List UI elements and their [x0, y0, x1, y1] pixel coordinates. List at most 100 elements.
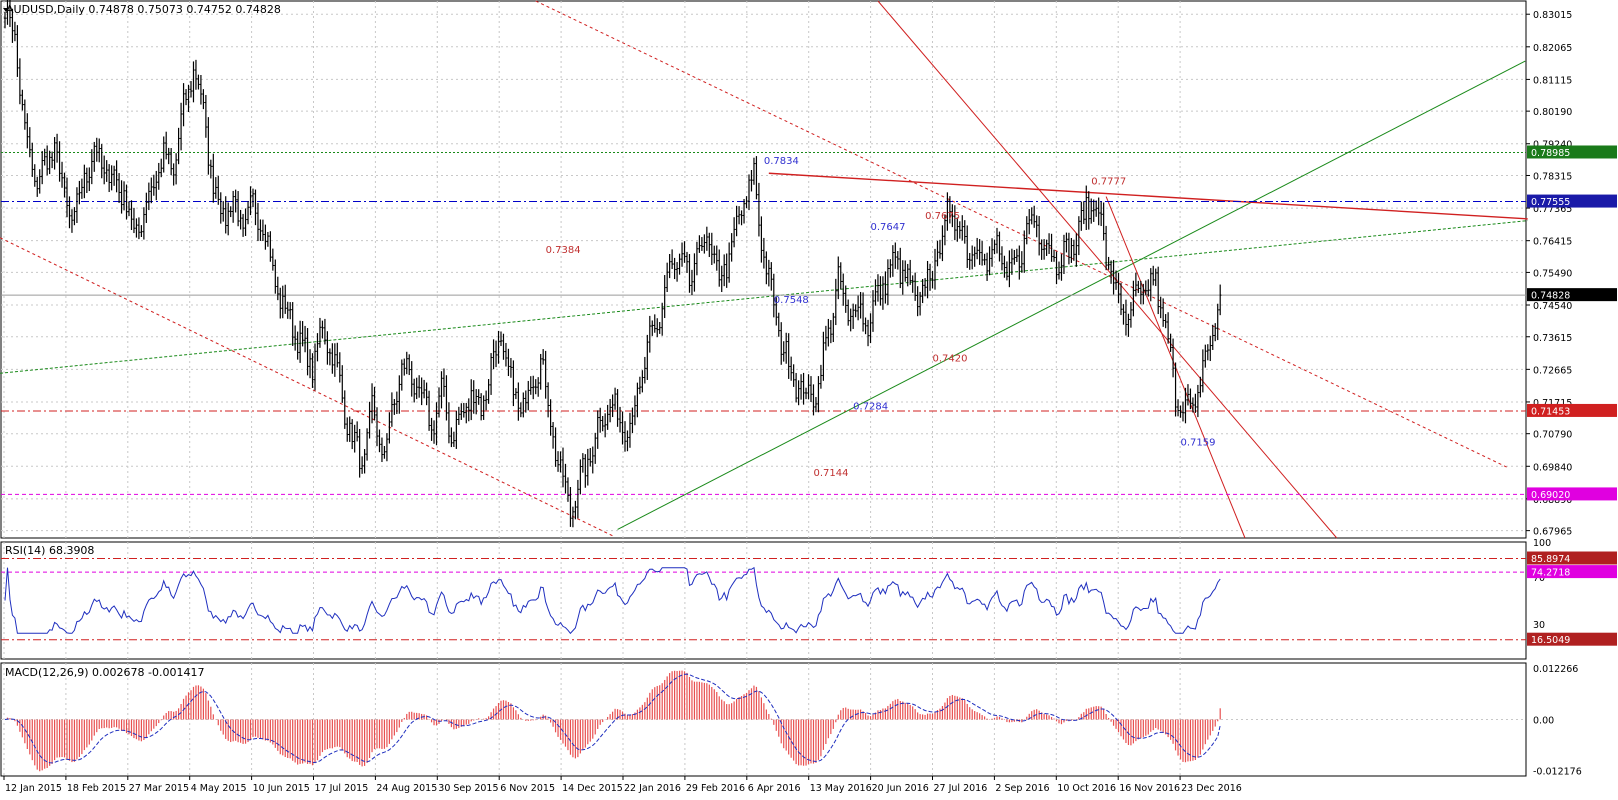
ohlc-bar: [998, 231, 1001, 262]
axis-tick-label: 0.77365: [1533, 204, 1572, 215]
ohlc-bar: [415, 377, 418, 400]
ohlc-bar: [1037, 216, 1041, 256]
ohlc-bar: [177, 127, 180, 165]
price-annotation: 0.7777: [1091, 177, 1126, 188]
ohlc-bar: [422, 379, 426, 399]
ohlc-bar: [107, 164, 111, 193]
ohlc-bar: [373, 386, 376, 421]
ohlc-bar: [700, 237, 704, 251]
ohlc-bar: [214, 177, 217, 199]
ohlc-bar: [1134, 272, 1138, 297]
ohlc-bar: [318, 317, 322, 348]
macd-series: [4, 670, 1221, 772]
ohlc-bar: [653, 314, 656, 333]
ohlc-bar: [678, 253, 681, 275]
ohlc-bar: [358, 428, 361, 478]
ohlc-bar: [723, 254, 726, 287]
ohlc-bar: [269, 231, 272, 262]
ohlc-bar: [60, 161, 64, 188]
ohlc-bar: [1204, 344, 1207, 368]
ohlc-bar: [197, 74, 200, 90]
ohlc-bar: [1087, 191, 1090, 230]
ohlc-bar: [1052, 249, 1056, 262]
ohlc-bar: [725, 253, 728, 288]
axis-tick-label: 0.73615: [1533, 333, 1572, 344]
ohlc-bar: [301, 321, 304, 347]
ohlc-bar: [574, 500, 577, 520]
ohlc-bar: [1085, 185, 1088, 231]
ohlc-bar: [355, 421, 359, 442]
ohlc-bar: [616, 389, 619, 427]
ohlc-bar: [1082, 201, 1085, 225]
ohlc-bar: [236, 191, 240, 227]
time-tick-label: 29 Feb 2016: [686, 783, 745, 794]
ohlc-bar: [599, 407, 602, 433]
ohlc-bar: [26, 113, 29, 149]
ohlc-bar: [730, 233, 733, 262]
ohlc-bar: [249, 186, 252, 216]
ohlc-bar: [1099, 201, 1103, 227]
rsi-panel-frame: [0, 541, 1527, 660]
ohlc-bar: [990, 238, 994, 267]
ohlc-bar: [346, 417, 349, 442]
ohlc-bar: [554, 427, 557, 467]
ohlc-bar: [31, 142, 34, 177]
ohlc-bar: [98, 138, 101, 163]
ohlc-bar: [943, 214, 947, 246]
ohlc-bar: [286, 301, 289, 319]
ohlc-bar: [740, 210, 743, 226]
ohlc-bar: [762, 237, 766, 269]
ohlc-bar: [874, 279, 877, 306]
ohlc-bar: [549, 399, 552, 436]
ohlc-bar: [1090, 198, 1093, 224]
ohlc-bar: [839, 262, 842, 290]
ohlc-bar: [571, 506, 575, 528]
ohlc-bar: [606, 404, 609, 430]
time-tick-label: 14 Dec 2015: [562, 783, 623, 794]
ohlc-bar: [398, 375, 401, 414]
rsi-axis-label: 30: [1533, 620, 1545, 631]
ohlc-bar: [789, 356, 793, 381]
ohlc-bar: [323, 318, 327, 345]
time-tick-label: 22 Jan 2016: [624, 783, 681, 794]
ohlc-bar: [470, 379, 473, 421]
ohlc-bar: [993, 239, 996, 255]
ohlc-bar: [1179, 405, 1182, 418]
time-tick-label: 10 Oct 2016: [1057, 783, 1116, 794]
ohlc-bar: [658, 321, 661, 334]
ohlc-bar: [1122, 304, 1125, 325]
ohlc-bar: [11, 8, 14, 43]
ohlc-bar: [534, 379, 537, 395]
ohlc-bar: [886, 259, 890, 306]
ohlc-bar: [494, 340, 498, 368]
ohlc-bar: [254, 189, 257, 226]
ohlc-bar: [1171, 338, 1175, 378]
ohlc-bar: [13, 21, 17, 42]
price-annotation: 0.7675: [925, 211, 960, 222]
ohlc-bar: [1216, 303, 1219, 341]
ohlc-bar: [179, 102, 183, 151]
ohlc-bar: [1015, 248, 1019, 262]
ohlc-bar: [864, 317, 867, 335]
ohlc-bar: [1055, 251, 1058, 285]
ohlc-bar: [90, 149, 93, 185]
ohlc-bar: [698, 235, 701, 253]
ohlc-bar: [817, 376, 820, 413]
ohlc-bar: [499, 331, 503, 347]
collapse-triangle-icon[interactable]: [3, 8, 9, 12]
ohlc-bar: [715, 245, 718, 271]
ohlc-bar: [83, 164, 86, 199]
ohlc-bar: [393, 399, 396, 415]
ohlc-bar: [204, 94, 208, 138]
ohlc-bar: [849, 308, 852, 332]
ohlc-bar: [1214, 323, 1217, 342]
ohlc-bar: [718, 249, 721, 287]
ohlc-bar: [561, 447, 565, 488]
ohlc-bar: [856, 295, 860, 321]
ohlc-bar: [824, 325, 828, 351]
ohlc-bar: [514, 388, 518, 400]
price-annotation: 0.7834: [764, 156, 799, 167]
ohlc-bar: [1010, 248, 1014, 275]
